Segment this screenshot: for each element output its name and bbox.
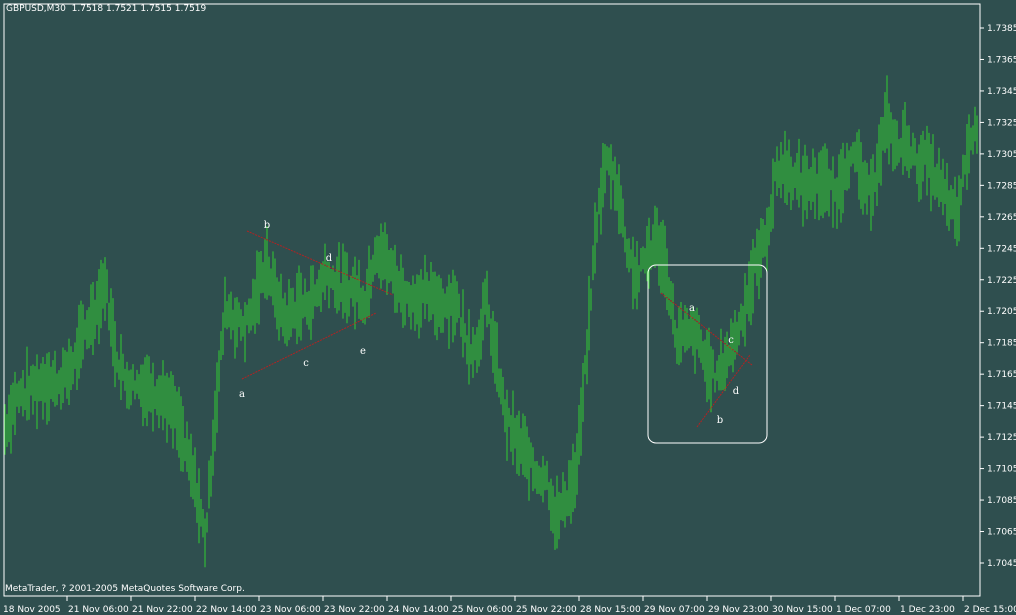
- wave-label: e: [360, 346, 366, 357]
- y-tick-label: 1.7165: [987, 370, 1016, 380]
- price-axis: 1.7385 1.7365 1.7345 1.7325 1.7305 1.7285 1.72…: [980, 24, 1016, 569]
- x-tick-label: 1 Dec 23:00: [900, 605, 955, 615]
- trend-line: [241, 312, 377, 380]
- y-tick-label: 1.7345: [987, 87, 1016, 97]
- y-tick-label: 1.7185: [987, 339, 1016, 349]
- x-tick-label: 30 Nov 15:00: [772, 605, 833, 615]
- y-tick-label: 1.7365: [987, 55, 1016, 65]
- trend-line: [246, 230, 394, 296]
- y-tick-label: 1.7225: [987, 276, 1016, 286]
- x-tick-label: 29 Nov 07:00: [644, 605, 705, 615]
- y-tick-label: 1.7205: [987, 307, 1016, 317]
- y-tick-label: 1.7285: [987, 181, 1016, 191]
- wave-label: a: [239, 389, 245, 400]
- x-tick-label: 29 Nov 23:00: [708, 605, 769, 615]
- high-value: 1.7521: [106, 4, 138, 14]
- plot-frame: [3, 3, 981, 597]
- open-value: 1.7518: [71, 4, 104, 14]
- y-tick-label: 1.7305: [987, 150, 1016, 160]
- x-tick-label: 18 Nov 2005: [3, 605, 61, 615]
- trend-line: [660, 292, 753, 366]
- symbol-label: GBPUSD,M30: [6, 4, 66, 14]
- highlight-box: [647, 264, 768, 444]
- wave-label: c: [303, 358, 309, 369]
- wave-label: c: [728, 335, 734, 346]
- x-tick-label: 23 Nov 22:00: [324, 605, 385, 615]
- y-tick-label: 1.7105: [987, 465, 1016, 475]
- y-tick-label: 1.7265: [987, 213, 1016, 223]
- x-tick-label: 25 Nov 22:00: [516, 605, 577, 615]
- y-tick-label: 1.7045: [987, 559, 1016, 569]
- x-tick-label: 2 Dec 15:00: [964, 605, 1016, 615]
- wave-label: b: [717, 415, 723, 426]
- wave-label: d: [326, 253, 333, 264]
- x-tick-label: 22 Nov 14:00: [196, 605, 257, 615]
- wave-label: d: [733, 386, 740, 397]
- y-tick-label: 1.7145: [987, 402, 1016, 412]
- x-tick-label: 28 Nov 15:00: [580, 605, 641, 615]
- y-tick-label: 1.7325: [987, 118, 1016, 128]
- y-tick-label: 1.7065: [987, 528, 1016, 538]
- x-tick-label: 24 Nov 14:00: [388, 605, 449, 615]
- copyright-text: MetaTrader, ? 2001-2005 MetaQuotes Softw…: [5, 584, 245, 594]
- y-tick-label: 1.7245: [987, 244, 1016, 254]
- y-tick-label: 1.7125: [987, 433, 1016, 443]
- y-tick-label: 1.7385: [987, 24, 1016, 34]
- symbol-info: GBPUSD,M30 1.7518 1.7521 1.7515 1.7519: [6, 4, 206, 14]
- price-bars: [4, 75, 978, 568]
- x-tick-label: 25 Nov 06:00: [452, 605, 513, 615]
- y-tick-label: 1.7085: [987, 496, 1016, 506]
- close-value: 1.7519: [174, 4, 207, 14]
- wave-label: b: [264, 220, 270, 231]
- wave-label: a: [689, 303, 695, 314]
- low-value: 1.7515: [140, 4, 172, 14]
- wave-annotations: a b c d e a b c d: [239, 220, 768, 444]
- time-axis: 18 Nov 2005 21 Nov 06:00 21 Nov 22:00 22 No…: [3, 596, 1016, 615]
- x-tick-label: 1 Dec 07:00: [836, 605, 891, 615]
- x-tick-label: 23 Nov 06:00: [260, 605, 321, 615]
- x-tick-label: 21 Nov 22:00: [132, 605, 193, 615]
- x-tick-label: 21 Nov 06:00: [68, 605, 129, 615]
